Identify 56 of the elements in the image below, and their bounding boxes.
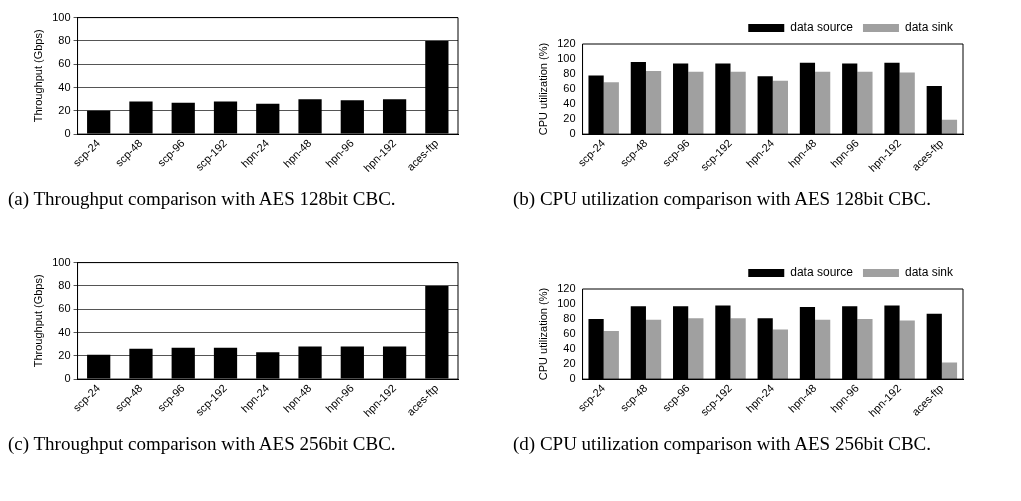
y-tick-label: 20 — [563, 357, 576, 370]
bar — [730, 71, 746, 135]
y-axis-title: CPU utilization (%) — [536, 287, 549, 381]
y-tick-label: 20 — [563, 112, 576, 125]
legend-label: data sink — [904, 20, 954, 35]
y-tick-label: 20 — [58, 348, 71, 361]
y-tick-label: 40 — [58, 325, 71, 338]
legend-label: data sink — [904, 265, 954, 280]
y-tick-label: 60 — [563, 327, 576, 340]
bar — [772, 329, 788, 380]
bar — [941, 119, 958, 135]
bar — [688, 71, 704, 135]
bar — [645, 319, 662, 380]
y-tick-label: 60 — [58, 302, 71, 315]
text: (a) Throughput comparison with AES 128bit CBC. — [8, 187, 397, 211]
bar — [730, 318, 746, 380]
bar — [899, 320, 915, 380]
bar — [815, 71, 831, 135]
bar — [857, 71, 873, 135]
y-tick-label: 100 — [557, 52, 576, 65]
bar — [603, 82, 619, 135]
y-tick-label: 40 — [563, 342, 576, 355]
y-tick-label: 0 — [569, 127, 576, 140]
y-tick-label: 40 — [58, 80, 71, 93]
text: (c) Throughput comparison with AES 256bit CBC. — [8, 432, 397, 456]
y-tick-label: 80 — [563, 67, 576, 80]
bar — [772, 80, 788, 135]
y-axis-title: Throughput (Gbps) — [31, 274, 44, 368]
y-tick-label: 100 — [52, 255, 71, 268]
y-axis-title: Throughput (Gbps) — [31, 29, 44, 123]
bar — [603, 331, 619, 380]
legend-label: data source — [790, 20, 854, 35]
legend-label: data source — [790, 265, 854, 280]
text: (b) CPU utilization comparison with AES 128bit CBC. — [513, 187, 932, 211]
y-tick-label: 100 — [557, 297, 576, 310]
y-axis-title: CPU utilization (%) — [536, 42, 549, 136]
text: (d) CPU utilization comparison with AES 256bit CBC. — [513, 432, 932, 456]
y-tick-label: 60 — [58, 57, 71, 70]
y-tick-label: 0 — [569, 372, 576, 385]
bar — [899, 72, 915, 135]
y-tick-label: 40 — [563, 97, 576, 110]
bar — [688, 318, 704, 380]
bar — [857, 319, 873, 380]
bar — [941, 362, 958, 380]
y-tick-label: 80 — [58, 33, 71, 46]
y-tick-label: 100 — [52, 10, 71, 23]
y-tick-label: 80 — [58, 278, 71, 291]
y-tick-label: 20 — [58, 103, 71, 116]
y-tick-label: 120 — [557, 37, 576, 50]
bar — [815, 319, 831, 380]
y-tick-label: 0 — [64, 372, 71, 385]
y-tick-label: 80 — [563, 312, 576, 325]
y-tick-label: 0 — [64, 127, 71, 140]
y-tick-label: 120 — [557, 282, 576, 295]
y-tick-label: 60 — [563, 82, 576, 95]
bar — [645, 71, 662, 135]
